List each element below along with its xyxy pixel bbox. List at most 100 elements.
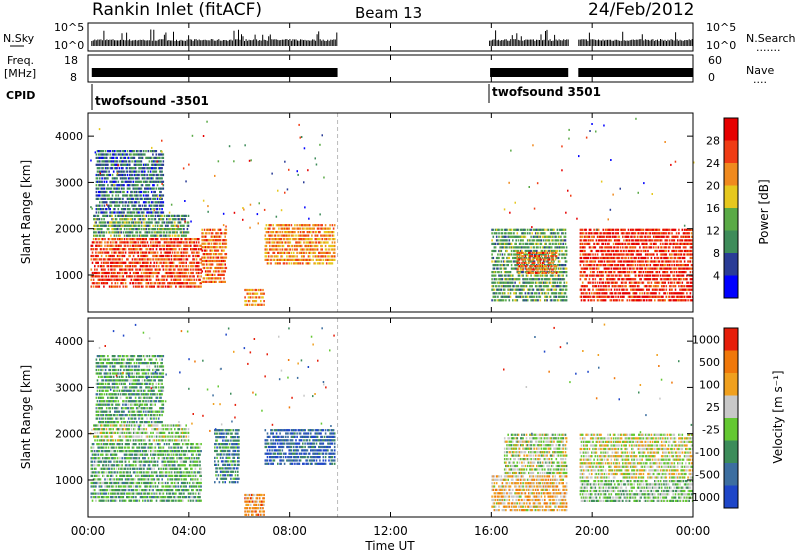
cell-3 [217,249,220,252]
cell-6 [556,264,559,267]
cell-5 [320,227,322,230]
cell-2 [159,197,161,200]
cell-8 [613,299,616,302]
cell-6 [515,288,517,291]
cell-5 [324,231,327,234]
cell-8 [600,256,602,260]
cell-3 [209,239,212,242]
cell-3 [219,280,222,283]
cell-0 [129,275,131,278]
cell-2 [152,211,154,214]
cell-8 [613,260,616,263]
cell-3 [222,249,224,252]
cell-3 [202,232,205,235]
cell-2 [153,163,155,166]
cell-2 [152,150,154,153]
cell-0 [174,271,176,275]
cell-4 [249,292,252,295]
cell-5 [329,244,331,248]
cell-0 [175,238,177,241]
cell-8 [580,285,583,288]
cell-5 [319,262,321,265]
cell-2 [127,201,130,204]
cell-2 [154,190,156,194]
cell-5 [288,244,290,248]
cell-8 [601,242,603,245]
cell-6 [533,278,536,281]
cell-6 [495,235,498,238]
cell-0 [104,268,106,271]
cell-6 [552,281,554,284]
cell-0 [131,275,134,278]
cell-0 [103,282,105,285]
cell-1 [156,221,159,224]
cell-0 [132,251,135,254]
cell-2 [162,194,165,197]
cell-6 [494,278,497,281]
cell-8 [631,285,633,288]
cell-2 [152,163,154,166]
cell-6 [564,235,567,238]
cell-3 [211,235,214,238]
cell-3 [211,249,214,252]
cell-1 [154,224,157,227]
cell-5 [330,248,333,251]
cell-6 [517,278,520,281]
cell-8 [604,267,607,270]
cell-1 [121,221,124,224]
cell-8 [603,299,606,302]
cell-0 [129,254,131,258]
cell-2 [124,173,126,177]
cell-2 [110,156,113,159]
cell-6 [545,246,547,249]
cell-6 [552,228,554,231]
cell-7 [543,268,545,271]
cell-1 [113,231,116,234]
cell-7 [555,271,558,274]
cell-6 [528,288,530,291]
cell-0 [123,271,126,275]
cell-0 [200,285,202,288]
cell-2 [100,184,102,187]
cell-5 [312,258,314,261]
cell-3 [219,232,222,235]
cell-5 [295,238,297,241]
cell-0 [140,285,143,288]
cell-0 [172,248,175,251]
cell-5 [322,262,325,265]
cell-5 [315,255,318,258]
cell-8 [618,278,621,281]
cell-6 [541,246,544,249]
cell-5 [287,227,289,230]
cell-2 [140,163,143,166]
cell-5 [285,258,287,261]
cell-7 [547,265,550,268]
cell-2 [127,187,130,190]
cell-0 [147,275,150,278]
cell-6 [506,281,508,284]
cell-5 [303,255,305,258]
cell-3 [222,273,224,276]
cell-6 [503,267,506,270]
cell-6 [558,295,561,298]
cell-5 [302,255,304,258]
cell-2 [105,177,108,180]
cell-6 [539,271,542,274]
cell-5 [312,227,314,230]
cell-6 [554,249,556,253]
cell-5 [277,234,279,237]
cell-1 [145,224,148,227]
cell-7 [544,251,546,254]
cell-0 [110,268,112,271]
cell-2 [129,211,131,214]
cell-8 [623,295,625,298]
cell-1 [175,234,177,237]
cell-0 [161,265,163,268]
cell-6 [523,235,525,238]
cell-1 [169,221,171,224]
cell-5 [327,258,329,261]
cell-8 [609,228,611,231]
cell-2 [99,204,101,207]
cell-2 [102,167,105,170]
cell-5 [292,255,295,258]
